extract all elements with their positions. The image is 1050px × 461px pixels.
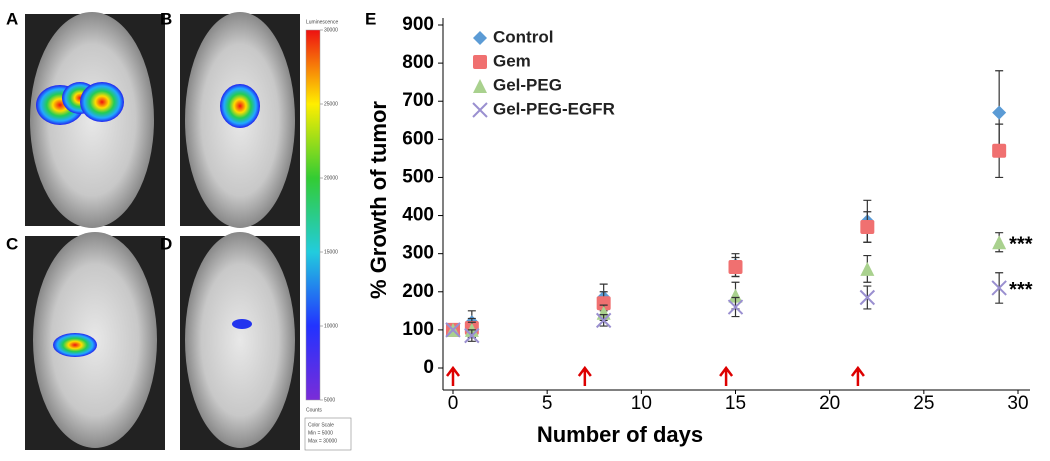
scale-title: Color Scale	[308, 422, 334, 428]
treatment-arrow	[446, 365, 460, 386]
point	[595, 312, 612, 329]
colorbar-tick-label: 15000	[324, 249, 338, 255]
treatment-arrow	[577, 365, 592, 386]
signal	[53, 333, 97, 357]
x-tick-label: 5	[542, 393, 553, 414]
panel-label: C	[6, 234, 18, 253]
x-tick-label: 25	[913, 393, 934, 414]
mouse	[30, 12, 154, 228]
significance: ***	[1009, 279, 1033, 301]
y-tick-label: 300	[402, 243, 434, 264]
mouse-images: A B C D E	[6, 9, 376, 450]
x-tick-label: 30	[1007, 393, 1028, 414]
y-tick-label: 400	[402, 205, 434, 226]
signal	[80, 82, 124, 122]
point	[596, 296, 611, 311]
panel-label: D	[160, 234, 172, 253]
y-tick-label: 100	[402, 319, 434, 340]
x-tick-label: 0	[448, 393, 459, 414]
point	[445, 322, 461, 338]
point	[860, 261, 875, 276]
scale-box	[304, 417, 352, 451]
point	[860, 219, 875, 234]
legend-marker	[473, 31, 487, 45]
colorbar-unit: Counts	[306, 407, 322, 413]
significance: ***	[1009, 234, 1033, 256]
y-tick-label: 800	[402, 52, 434, 73]
y-tick-label: 0	[423, 357, 434, 378]
y-tick-label: 900	[402, 14, 434, 35]
point	[992, 143, 1007, 158]
point	[728, 260, 743, 275]
legend-marker	[473, 79, 487, 93]
y-tick-label: 700	[402, 90, 434, 111]
colorbar-gradient	[305, 29, 321, 401]
point	[727, 299, 744, 315]
y-tick-label: 500	[402, 166, 434, 187]
legend-marker	[472, 102, 488, 118]
x-tick-label: 20	[819, 393, 840, 414]
signal	[232, 319, 252, 329]
signal	[220, 84, 260, 128]
y-axis-label: % Growth of tumor	[366, 101, 391, 299]
panel-label: E	[365, 9, 376, 28]
scale-max: Max = 30000	[308, 438, 337, 444]
legend-label: Control	[493, 27, 553, 46]
panel-label: B	[160, 9, 172, 28]
point	[728, 288, 743, 303]
mouse	[185, 232, 295, 448]
colorbar: Luminescence Counts Color Scale Min = 50…	[304, 19, 352, 451]
colorbar-tick-label: 10000	[324, 323, 338, 329]
colorbar-tick-label: 5000	[324, 397, 335, 403]
point	[859, 289, 876, 306]
legend-label: Gel-PEG	[493, 75, 562, 94]
x-axis-label: Number of days	[537, 422, 703, 447]
treatment-arrow	[850, 365, 865, 386]
x-tick-label: 15	[725, 393, 746, 414]
legend-marker	[473, 55, 487, 69]
colorbar-tick-label: 30000	[324, 27, 338, 33]
legend-label: Gem	[493, 51, 531, 70]
x-tick-label: 10	[631, 393, 652, 414]
colorbar-title: Luminescence	[306, 19, 338, 25]
point	[991, 280, 1007, 296]
point	[464, 327, 480, 344]
panel-label: A	[6, 9, 18, 28]
mouse	[33, 232, 157, 448]
point	[992, 235, 1007, 250]
scale-min: Min = 5000	[308, 430, 333, 436]
y-tick-label: 600	[402, 128, 434, 149]
colorbar-tick-label: 25000	[324, 101, 338, 107]
point	[992, 105, 1007, 120]
y-tick-label: 200	[402, 281, 434, 302]
treatment-arrow	[719, 365, 734, 386]
colorbar-tick-label: 20000	[324, 175, 338, 181]
legend-label: Gel-PEG-EGFR	[493, 99, 615, 118]
